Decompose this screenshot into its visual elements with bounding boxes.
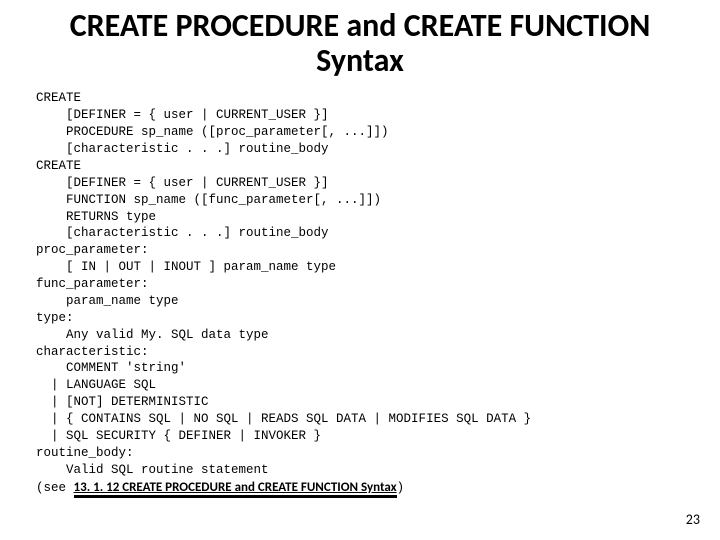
see-prefix: (see: [36, 481, 74, 495]
syntax-code-block: CREATE [DEFINER = { user | CURRENT_USER …: [36, 90, 690, 478]
see-reference-line: (see 13. 1. 12 CREATE PROCEDURE and CREA…: [36, 481, 690, 498]
page-number: 23: [686, 511, 700, 528]
see-suffix: ): [397, 481, 405, 495]
slide-title: CREATE PROCEDURE and CREATE FUNCTION Syn…: [30, 8, 690, 78]
syntax-reference-link[interactable]: 13. 1. 12 CREATE PROCEDURE and CREATE FU…: [74, 481, 397, 498]
